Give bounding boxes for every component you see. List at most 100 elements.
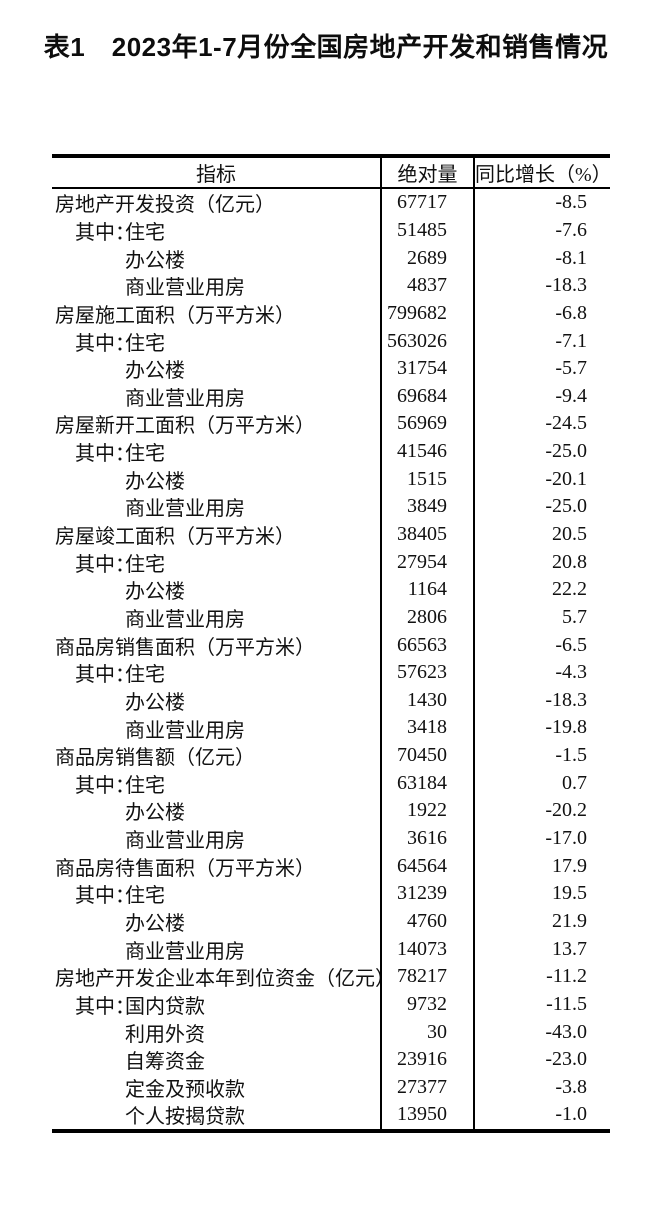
indicator-label: 房屋竣工面积（万平方米） (55, 526, 295, 549)
indicator-label: 住宅 (125, 774, 165, 797)
qizhong-prefix: 其中： (75, 443, 135, 466)
qizhong-prefix: 其中： (75, 995, 135, 1018)
yoy-growth-cell: -18.3 (473, 271, 610, 300)
indicator-label: 商业营业用房 (125, 498, 245, 521)
yoy-growth-cell: -6.5 (473, 631, 610, 659)
absolute-value-cell: 51485 (380, 216, 473, 245)
table-row: 其中：住宅 563026 -7.1 (52, 327, 610, 355)
qizhong-prefix: 其中： (75, 664, 135, 687)
indicator-label: 商业营业用房 (125, 830, 245, 853)
yoy-growth-cell: -20.2 (473, 797, 610, 825)
indicator-cell: 其中：住宅 (52, 327, 380, 356)
absolute-value-cell: 63184 (380, 769, 473, 798)
indicator-cell: 办公楼 (52, 907, 380, 936)
table-row: 商业营业用房 4837 -18.3 (52, 271, 610, 300)
indicator-cell: 商业营业用房 (52, 714, 380, 743)
table-header-row: 指标 绝对量 同比增长（%） (52, 158, 612, 189)
yoy-growth-cell: 20.5 (473, 520, 610, 549)
yoy-growth-cell: -25.0 (473, 493, 610, 521)
indicator-cell: 房屋新开工面积（万平方米） (52, 409, 380, 438)
indicator-label: 办公楼 (125, 802, 185, 825)
indicator-cell: 办公楼 (52, 244, 380, 273)
indicator-cell: 定金及预收款 (52, 1073, 380, 1102)
yoy-growth-cell: -7.1 (473, 327, 610, 355)
absolute-value-cell: 41546 (380, 437, 473, 466)
yoy-growth-cell: -7.6 (473, 216, 610, 245)
indicator-cell: 商业营业用房 (52, 603, 380, 632)
table-row: 办公楼 1430 -18.3 (52, 686, 610, 715)
indicator-label: 商业营业用房 (125, 608, 245, 631)
absolute-value-cell: 31239 (380, 880, 473, 908)
absolute-value-cell: 67717 (380, 189, 473, 217)
absolute-value-cell: 69684 (380, 382, 473, 411)
yoy-growth-cell: 17.9 (473, 852, 610, 881)
yoy-growth-cell: -6.8 (473, 299, 610, 328)
table-row: 商业营业用房 69684 -9.4 (52, 382, 610, 411)
indicator-cell: 办公楼 (52, 575, 380, 604)
indicator-cell: 其中：住宅 (52, 769, 380, 798)
indicator-label: 国内贷款 (125, 995, 205, 1018)
indicator-cell: 其中：住宅 (52, 216, 380, 245)
yoy-growth-cell: 5.7 (473, 603, 610, 632)
qizhong-prefix: 其中： (75, 221, 135, 244)
indicator-label: 利用外资 (125, 1023, 205, 1046)
indicator-cell: 商业营业用房 (52, 824, 380, 853)
indicator-cell: 商品房待售面积（万平方米） (52, 852, 380, 881)
indicator-label: 商业营业用房 (125, 387, 245, 410)
indicator-cell: 其中：住宅 (52, 879, 380, 908)
yoy-growth-cell: -20.1 (473, 465, 610, 494)
yoy-growth-cell: -8.5 (473, 189, 610, 217)
indicator-label: 房屋施工面积（万平方米） (55, 304, 295, 327)
indicator-label: 商品房待售面积（万平方米） (55, 857, 315, 880)
indicator-cell: 个人按揭贷款 (52, 1100, 380, 1129)
indicator-label: 房屋新开工面积（万平方米） (55, 415, 315, 438)
indicator-label: 办公楼 (125, 360, 185, 383)
yoy-growth-cell: -43.0 (473, 1018, 610, 1046)
table-row: 办公楼 1922 -20.2 (52, 797, 610, 825)
absolute-value-cell: 3616 (380, 824, 473, 853)
yoy-growth-cell: -18.3 (473, 686, 610, 715)
indicator-cell: 其中：住宅 (52, 437, 380, 466)
table-row: 房地产开发投资（亿元） 67717 -8.5 (52, 189, 610, 217)
absolute-value-cell: 1164 (380, 575, 473, 604)
indicator-label: 住宅 (125, 443, 165, 466)
indicator-label: 办公楼 (125, 581, 185, 604)
yoy-growth-cell: -24.5 (473, 410, 610, 438)
yoy-growth-cell: -23.0 (473, 1045, 610, 1074)
table-row: 商业营业用房 3616 -17.0 (52, 824, 610, 853)
yoy-growth-cell: 22.2 (473, 575, 610, 604)
table-row: 其中：国内贷款 9732 -11.5 (52, 990, 610, 1019)
absolute-value-cell: 1922 (380, 797, 473, 825)
column-header-indicator: 指标 (196, 164, 236, 186)
indicator-cell: 商业营业用房 (52, 935, 380, 964)
absolute-value-cell: 799682 (380, 299, 473, 328)
table-row: 其中：住宅 31239 19.5 (52, 880, 610, 908)
yoy-growth-cell: 20.8 (473, 548, 610, 576)
indicator-label: 办公楼 (125, 912, 185, 935)
indicator-cell: 商品房销售额（亿元） (52, 741, 380, 770)
indicator-label: 住宅 (125, 664, 165, 687)
indicator-cell: 办公楼 (52, 686, 380, 715)
indicator-cell: 房地产开发投资（亿元） (52, 188, 380, 217)
indicator-label: 商业营业用房 (125, 277, 245, 300)
indicator-label: 住宅 (125, 553, 165, 576)
absolute-value-cell: 3418 (380, 714, 473, 742)
absolute-value-cell: 1430 (380, 686, 473, 715)
absolute-value-cell: 66563 (380, 631, 473, 659)
table-row: 办公楼 4760 21.9 (52, 907, 610, 936)
yoy-growth-cell: -4.3 (473, 658, 610, 687)
absolute-value-cell: 1515 (380, 465, 473, 494)
table-row: 房屋竣工面积（万平方米） 38405 20.5 (52, 520, 610, 549)
indicator-cell: 商业营业用房 (52, 382, 380, 411)
table-row: 自筹资金 23916 -23.0 (52, 1045, 610, 1074)
yoy-growth-cell: -9.4 (473, 382, 610, 411)
indicator-label: 办公楼 (125, 470, 185, 493)
indicator-cell: 商业营业用房 (52, 271, 380, 300)
indicator-label: 住宅 (125, 332, 165, 355)
indicator-label: 商品房销售额（亿元） (55, 747, 255, 770)
yoy-growth-cell: -25.0 (473, 437, 610, 466)
absolute-value-cell: 70450 (380, 741, 473, 770)
column-header-yoy-growth: 同比增长（%） (473, 158, 612, 187)
table-row: 房地产开发企业本年到位资金（亿元） 78217 -11.2 (52, 962, 610, 991)
absolute-value-cell: 2689 (380, 244, 473, 272)
